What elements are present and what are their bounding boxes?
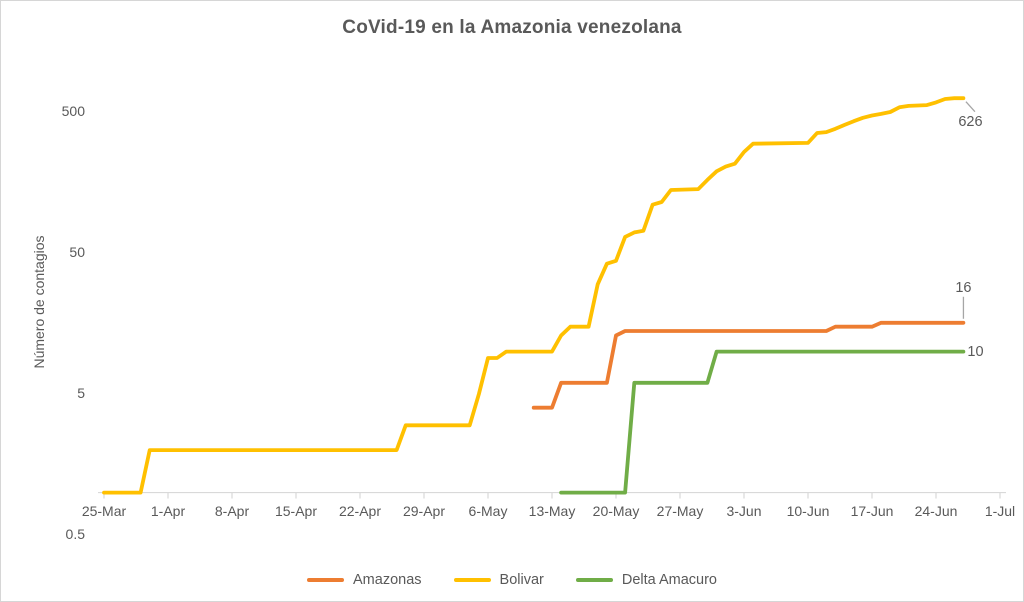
legend-item-bolivar: Bolivar	[453, 572, 544, 588]
x-tick-label: 13-May	[528, 503, 576, 519]
x-tick-label: 8-Apr	[214, 503, 250, 519]
x-tick-label: 6-May	[468, 503, 508, 519]
legend: Amazonas Bolivar Delta Amacuro	[1, 572, 1023, 588]
legend-item-amazonas: Amazonas	[307, 572, 422, 588]
legend-swatch	[307, 578, 345, 582]
y-tick-label: 50	[69, 244, 85, 260]
legend-swatch	[453, 578, 491, 582]
leader-line	[965, 101, 976, 113]
x-tick-label: 22-Apr	[338, 503, 382, 519]
series-line-bolivar	[102, 96, 966, 495]
x-tick-label: 24-Jun	[914, 503, 958, 519]
legend-label: Bolivar	[499, 572, 544, 588]
legend-item-delta-amacuro: Delta Amacuro	[575, 572, 717, 588]
data-label: 16	[955, 279, 972, 296]
x-tick-label: 17-Jun	[850, 503, 894, 519]
x-tick-label: 1-Apr	[150, 503, 186, 519]
data-label: 10	[967, 343, 984, 360]
x-tick-label: 20-May	[592, 503, 640, 519]
chart-title: CoVid-19 en la Amazonia venezolana	[342, 17, 682, 38]
y-tick-label: 500	[61, 103, 85, 119]
legend-label: Delta Amacuro	[621, 572, 717, 588]
legend-swatch	[575, 578, 613, 582]
x-tick-label: 29-Apr	[402, 503, 446, 519]
x-tick-label: 1-Jul	[984, 503, 1016, 519]
x-tick-label: 15-Apr	[274, 503, 318, 519]
legend-label: Amazonas	[353, 572, 422, 588]
x-tick-label: 25-Mar	[81, 503, 127, 519]
x-tick-label: 10-Jun	[786, 503, 830, 519]
series-line-amazonas	[531, 320, 966, 410]
x-tick-label: 3-Jun	[726, 503, 762, 519]
data-label: 626	[958, 114, 983, 131]
x-tick-label: 27-May	[656, 503, 704, 519]
series-line-delta-amacuro	[559, 349, 966, 495]
y-tick-label: 5	[77, 385, 85, 401]
y-tick-label: 0.5	[65, 526, 85, 542]
